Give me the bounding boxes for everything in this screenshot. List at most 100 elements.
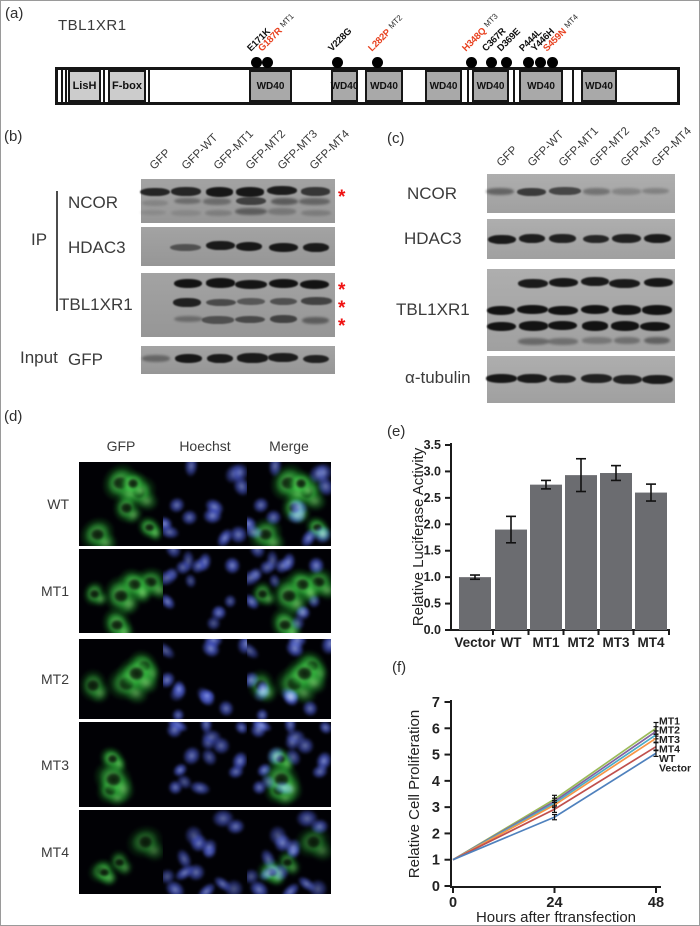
y-tick-label: 3.5 — [424, 438, 441, 452]
blot-band — [642, 187, 669, 194]
lane-label-gfp: GFP — [147, 147, 174, 173]
domain-wd40: WD40 — [331, 70, 358, 102]
cell-nucleus-hole — [305, 834, 322, 849]
blot-band — [234, 315, 265, 324]
blot-band — [235, 187, 265, 197]
microscopy-tile-mt4-merge — [247, 810, 331, 894]
blot-band — [298, 198, 330, 206]
cell-nucleus-hole — [89, 527, 105, 541]
y-tick-label: 3 — [432, 800, 440, 816]
blot-band — [204, 209, 232, 216]
hoechst-nucleus — [247, 639, 263, 663]
blot-band — [237, 353, 269, 363]
legend-label-mt3: MT3 — [659, 734, 680, 746]
blot-band — [203, 197, 232, 205]
blot-band — [581, 277, 610, 287]
category-label: MT1 — [533, 635, 560, 650]
blot-band — [235, 196, 267, 205]
hoechst-nucleus — [183, 462, 199, 478]
blot-band — [611, 234, 641, 244]
blot-band — [206, 241, 236, 251]
domain-divider — [148, 70, 150, 102]
y-tick-label: 6 — [432, 721, 440, 737]
blot-band — [547, 320, 577, 331]
microscopy-tile-wt-gfp — [79, 462, 163, 546]
cell-nucleus-hole — [282, 858, 293, 868]
row-label-mt3: MT3 — [41, 756, 69, 773]
cell-nucleus-hole — [296, 666, 313, 681]
microscopy-tile-mt1-gfp — [79, 549, 163, 633]
blot-band — [175, 353, 202, 363]
legend-label-vector: Vector — [659, 762, 691, 774]
blot-band — [643, 234, 672, 244]
blot-row-label-gfp: GFP — [68, 350, 103, 369]
hoechst-nucleus — [315, 722, 331, 738]
hoechst-nucleus — [163, 590, 179, 614]
y-tick-label: 1.0 — [424, 570, 441, 584]
red-asterisk: * — [338, 279, 346, 301]
y-tick-label: 5 — [432, 748, 440, 764]
cell-nucleus-hole — [295, 478, 308, 489]
row-label-mt4: MT4 — [41, 844, 69, 860]
mutation-mt-tag: MT4 — [561, 12, 580, 32]
blot-band — [235, 241, 263, 251]
blot-row-label-ncor: NCOR — [407, 184, 458, 203]
blot-band — [518, 233, 546, 243]
blot-band — [548, 338, 579, 346]
domain-divider — [513, 70, 515, 102]
blot-band — [583, 188, 611, 196]
x-tick-label: 48 — [648, 895, 664, 911]
row-label-mt2: MT2 — [41, 671, 69, 687]
blot-band — [486, 374, 518, 384]
mutation-dot-p444l — [522, 57, 534, 68]
mutation-dot-l282p — [371, 57, 383, 68]
cell-nucleus-hole — [99, 867, 110, 877]
blot-band — [142, 354, 171, 362]
cell-nucleus-hole — [257, 589, 269, 599]
domain-divider — [65, 70, 67, 102]
domain-wd40: WD40 — [365, 70, 403, 102]
blot-band — [235, 208, 267, 216]
blot-band — [140, 209, 167, 216]
mutation-name: V228G — [326, 26, 355, 54]
blot-band — [301, 316, 330, 325]
blot-band — [580, 305, 609, 315]
blot-band — [201, 316, 234, 324]
blot-band — [640, 321, 671, 331]
column-header-gfp: GFP — [106, 438, 136, 454]
blot-band — [486, 321, 516, 332]
legend-label-mt1: MT1 — [659, 715, 680, 727]
y-tick-label: 4 — [432, 774, 440, 790]
blot-band — [172, 298, 201, 307]
microscopy-tile-mt3-hoechst — [163, 722, 247, 807]
bar-mt4 — [635, 492, 667, 630]
domain-wd40: WD40 — [519, 70, 563, 102]
domain-f-box: F-box — [108, 70, 146, 102]
hoechst-nucleus — [306, 593, 321, 609]
blot-band — [206, 354, 233, 364]
blot-tbl1xr1 — [141, 273, 335, 337]
panel-label-b: (b) — [4, 128, 23, 145]
blot-band — [549, 186, 581, 195]
ip-group-label: IP — [31, 230, 48, 249]
microscopy-tile-mt2-merge — [247, 639, 331, 719]
blot-band — [171, 209, 201, 216]
mutation-dot-c367r — [485, 57, 497, 68]
blot-band — [301, 187, 331, 196]
blot-band — [174, 197, 201, 205]
red-asterisk: * — [338, 297, 346, 319]
hoechst-nucleus — [284, 728, 306, 746]
domain-lish: LisH — [68, 70, 101, 102]
bar-mt3 — [600, 473, 632, 630]
blot-band — [205, 278, 235, 288]
panel-label-d: (d) — [4, 408, 23, 425]
cell-nucleus-hole — [114, 858, 125, 868]
blot-row-label-ncor: NCOR — [68, 193, 119, 212]
microscopy-tile-mt4-hoechst — [163, 810, 247, 894]
blot-band — [549, 233, 577, 243]
hoechst-nucleus — [163, 639, 179, 663]
domain-divider — [103, 70, 105, 102]
column-header-merge: Merge — [269, 438, 309, 454]
blot-band — [517, 278, 548, 288]
blot-band — [582, 337, 612, 344]
